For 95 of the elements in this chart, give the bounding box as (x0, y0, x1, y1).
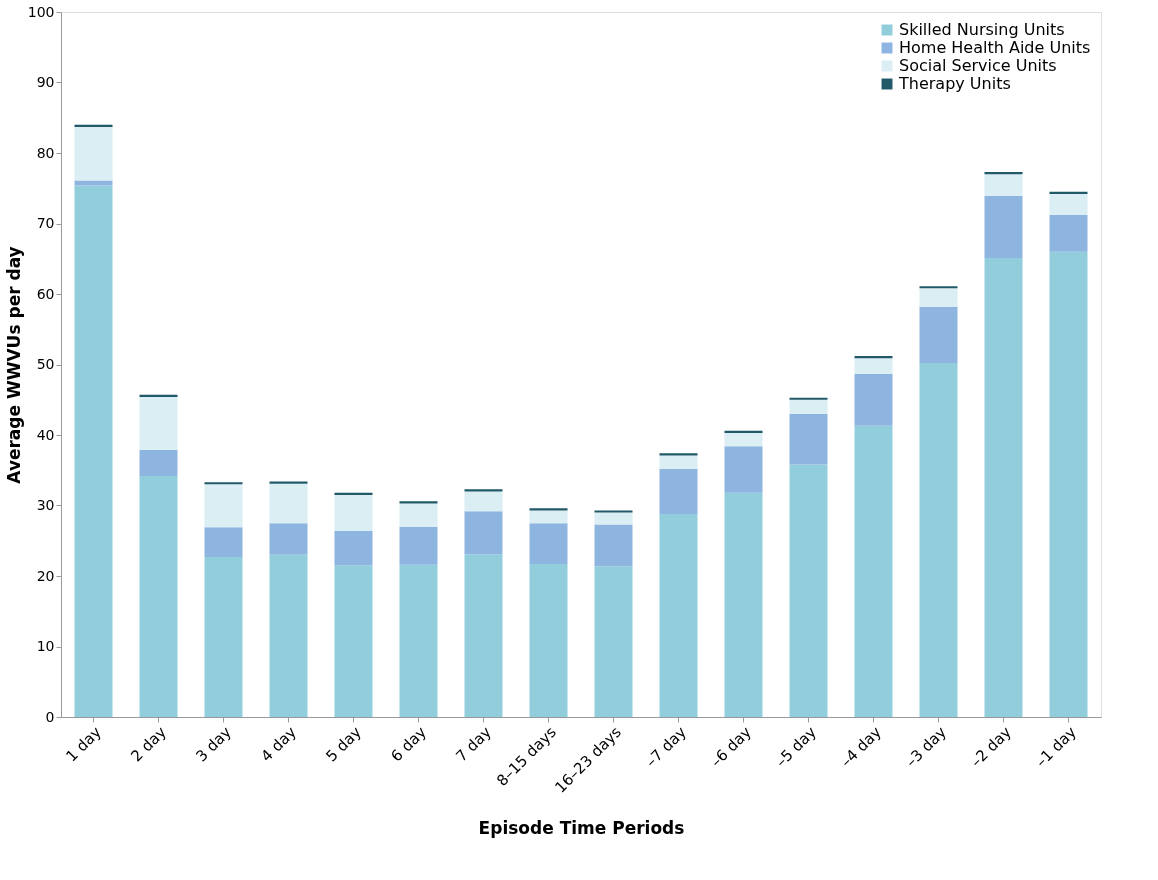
x-tick-label: 4 day (257, 723, 300, 766)
bar (139, 475, 178, 717)
bar (74, 180, 113, 186)
bar (529, 508, 568, 511)
y-tick-label: 0 (45, 708, 55, 725)
legend-label: Therapy Units (898, 74, 1011, 93)
bar (399, 501, 438, 504)
bar (724, 446, 763, 493)
y-tick-label: 20 (36, 567, 55, 584)
x-tick-label: –3 day (902, 723, 950, 771)
legend-label: Social Service Units (899, 56, 1057, 75)
x-tick-label: –6 day (707, 723, 755, 771)
bar (269, 523, 308, 555)
bar (919, 286, 958, 289)
bar (919, 288, 958, 307)
bar (334, 492, 373, 495)
bar (1049, 251, 1088, 717)
bar (854, 425, 893, 717)
bar (204, 556, 243, 717)
bar (1049, 193, 1088, 216)
y-tick-label: 70 (36, 215, 55, 231)
x-tick-label: 7 day (452, 723, 495, 766)
y-tick-label: 60 (36, 285, 55, 302)
y-tick-label: 50 (36, 356, 55, 372)
y-tick-label: 90 (36, 74, 55, 90)
y-axis-title: Average WWVUs per day (3, 246, 24, 484)
bar (724, 492, 763, 717)
bar (334, 565, 373, 717)
bar (204, 484, 243, 528)
bar (399, 526, 438, 565)
bar (399, 503, 438, 527)
y-tick-label: 30 (36, 497, 55, 513)
x-tick-label: –5 day (772, 723, 820, 771)
bar (594, 566, 633, 717)
legend-label: Home Health Aide Units (899, 38, 1091, 57)
bar (789, 397, 828, 400)
bar (334, 530, 373, 566)
bar (659, 468, 698, 514)
bar (1049, 191, 1088, 194)
x-tick-label: 3 day (192, 723, 235, 766)
bar (1049, 215, 1088, 252)
bar (529, 510, 568, 524)
bar (399, 564, 438, 717)
x-tick-label: 2 day (127, 723, 170, 766)
x-axis-title: Episode Time Periods (478, 817, 685, 838)
bar (269, 483, 308, 524)
bar (139, 449, 178, 476)
bar (204, 527, 243, 557)
x-tick-label: 1 day (62, 723, 105, 766)
bar (789, 399, 828, 414)
bar (659, 453, 698, 456)
bar (269, 481, 308, 484)
bar (659, 513, 698, 717)
bar (529, 523, 568, 565)
bar (789, 464, 828, 717)
bar (334, 494, 373, 531)
bar (724, 430, 763, 433)
bar (529, 564, 568, 717)
bar (919, 306, 958, 364)
bar (984, 174, 1023, 197)
y-tick-label: 80 (36, 144, 55, 161)
x-tick-label: 6 day (387, 723, 430, 766)
x-tick-label: –1 day (1032, 723, 1080, 771)
bar (269, 554, 308, 717)
bar (854, 356, 893, 359)
bar (74, 185, 113, 717)
legend-label: Skilled Nursing Units (899, 20, 1065, 39)
bar (919, 363, 958, 717)
bar (594, 524, 633, 567)
bar (74, 126, 113, 181)
bar (789, 413, 828, 465)
bar (464, 554, 503, 717)
bar (984, 196, 1023, 259)
bar (659, 455, 698, 469)
bar (74, 124, 113, 127)
bar (594, 510, 633, 513)
x-tick-label: 5 day (322, 723, 365, 766)
bar (984, 172, 1023, 175)
bar (204, 482, 243, 485)
bar (139, 396, 178, 450)
bar (854, 373, 893, 426)
bar (464, 491, 503, 512)
y-tick-label: 100 (27, 3, 55, 20)
bar (984, 258, 1023, 717)
y-tick-label: 10 (36, 638, 55, 654)
bar (464, 489, 503, 492)
bar (139, 394, 178, 397)
bar (724, 432, 763, 447)
y-tick-label: 40 (36, 426, 55, 443)
x-tick-label: –4 day (837, 723, 885, 771)
bar (594, 512, 633, 525)
x-tick-label: –7 day (642, 723, 690, 771)
bar (854, 358, 893, 374)
x-tick-label: –2 day (967, 723, 1015, 771)
bar (464, 511, 503, 555)
